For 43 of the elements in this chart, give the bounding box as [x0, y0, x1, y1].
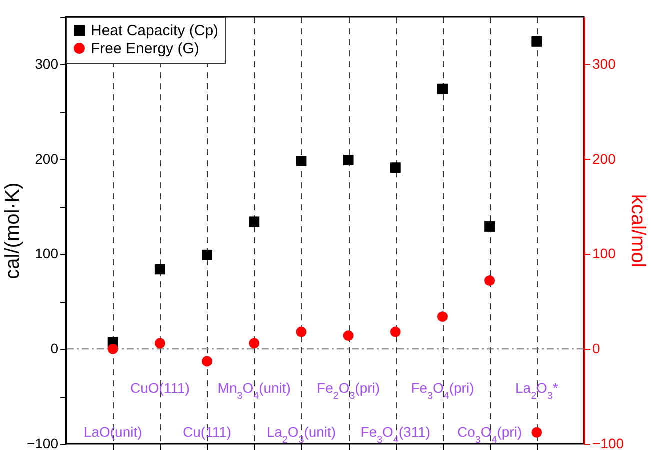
point — [437, 84, 448, 94]
point — [296, 156, 307, 166]
y2-axis-title: kcal/mol — [627, 194, 650, 268]
x-tick-label: Cu(111) — [183, 424, 232, 440]
point — [437, 312, 448, 322]
point — [484, 276, 496, 286]
point — [154, 338, 166, 349]
x-tick-label: La$_{2}$O$_{3}$(unit) — [266, 424, 336, 446]
point — [296, 326, 307, 338]
point — [108, 344, 118, 354]
y2-tick-label: 300 — [592, 56, 616, 72]
y-axis-title: cal/(mol·K) — [2, 182, 24, 280]
point — [343, 155, 354, 166]
y-tick-label: 300 — [35, 56, 59, 72]
y2-tick-label: 100 — [592, 246, 616, 262]
legend-label: Free Energy (G) — [91, 40, 200, 58]
point — [202, 356, 213, 367]
x-tick-label: Co$_{3}$O$_{4}$(pri) — [458, 424, 522, 446]
x-tick-label: Fe$_{3}$O$_{4}$(pri) — [411, 380, 474, 402]
point — [249, 216, 260, 228]
x-tick-label: Fe$_{3}$O$_{4}$(311) — [360, 424, 431, 446]
point — [202, 250, 213, 260]
y-tick-label: −100 — [26, 436, 59, 450]
point — [532, 36, 542, 47]
y-tick-label: 0 — [50, 340, 59, 357]
x-tick-label: La$_{2}$O$_{3}$* — [515, 380, 559, 402]
point — [390, 326, 401, 338]
point — [532, 427, 542, 438]
x-tick-label: Fe$_{2}$O$_{3}$(pri) — [317, 380, 380, 402]
point — [249, 338, 260, 349]
point — [343, 330, 354, 342]
x-tick-label: CuO(111) — [130, 380, 190, 396]
x-tick-label: Mn$_{3}$O$_{4}$(unit) — [218, 380, 291, 402]
point — [484, 221, 496, 232]
y2-tick-label: 0 — [592, 340, 600, 357]
legend-label: Heat Capacity (Cp) — [91, 22, 219, 40]
y2-tick-label: −100 — [592, 436, 624, 450]
x-tick-label: LaO(unit) — [84, 424, 142, 440]
y2-tick-label: 200 — [592, 150, 616, 167]
y-tick-label: 100 — [35, 246, 59, 262]
y-tick-label: 200 — [35, 150, 59, 167]
point — [154, 264, 166, 275]
point — [390, 162, 401, 174]
